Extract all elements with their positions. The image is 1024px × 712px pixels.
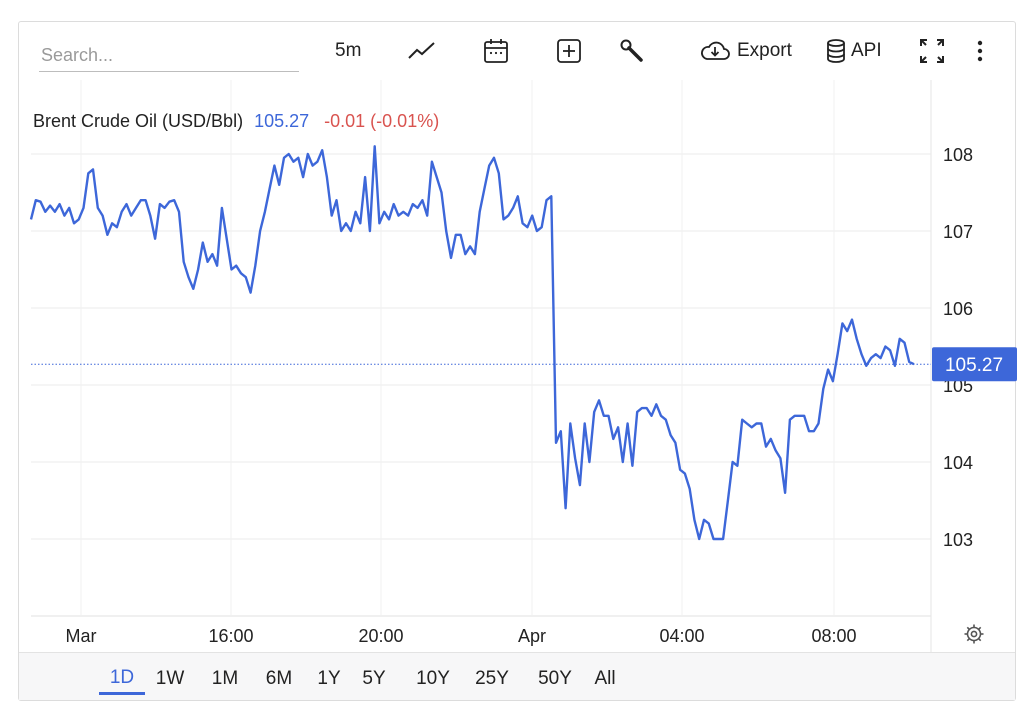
range-button-10y[interactable]: 10Y xyxy=(416,668,450,689)
range-button-all[interactable]: All xyxy=(594,668,616,689)
range-button-6m[interactable]: 6M xyxy=(265,668,293,689)
more-button[interactable] xyxy=(974,34,986,68)
x-tick-label: 04:00 xyxy=(659,626,704,646)
chart-widget: 5m xyxy=(18,21,1017,701)
y-tick-label: 107 xyxy=(943,222,973,242)
export-label: Export xyxy=(737,40,792,61)
x-tick-label: Mar xyxy=(66,626,97,646)
range-button-1m[interactable]: 1M xyxy=(211,668,239,689)
x-tick-label: 16:00 xyxy=(208,626,253,646)
last-price-tag: 105.27 xyxy=(932,347,1017,382)
plus-box-icon xyxy=(557,39,581,63)
calendar-icon xyxy=(484,39,508,63)
range-button-1y[interactable]: 1Y xyxy=(317,668,341,689)
series-line xyxy=(29,145,915,541)
x-tick-label: 20:00 xyxy=(358,626,403,646)
legend: Brent Crude Oil (USD/Bbl) 105.27 -0.01 (… xyxy=(33,111,439,131)
line-chart-icon xyxy=(408,42,435,59)
range-button-5y[interactable]: 5Y xyxy=(362,668,386,689)
chart-type-button[interactable] xyxy=(407,34,437,68)
x-tick-label: 08:00 xyxy=(811,626,856,646)
range-button-1w[interactable]: 1W xyxy=(155,668,185,689)
range-button-25y[interactable]: 25Y xyxy=(475,668,509,689)
more-vertical-icon xyxy=(977,40,983,62)
export-button[interactable]: Export xyxy=(699,34,792,68)
fullscreen-icon xyxy=(920,39,944,63)
date-range-button[interactable] xyxy=(483,34,509,68)
compare-button[interactable] xyxy=(556,34,582,68)
interval-label: 5m xyxy=(335,40,362,61)
settings-button[interactable] xyxy=(964,624,984,644)
legend-change: -0.01 (-0.01%) xyxy=(324,111,439,131)
api-label: API xyxy=(851,40,882,61)
gear-icon xyxy=(964,624,984,644)
y-tick-label: 106 xyxy=(943,299,973,319)
y-tick-label: 103 xyxy=(943,530,973,550)
search-input[interactable] xyxy=(39,40,299,72)
range-button-1d[interactable]: 1D xyxy=(99,663,145,695)
toolbar: 5m xyxy=(19,22,1017,80)
grid-lines xyxy=(31,80,931,617)
wrench-icon xyxy=(620,39,643,62)
range-selector: 1D 1W 1M 6M 1Y 5Y 10Y 25Y 50Y All xyxy=(19,652,1015,700)
database-icon xyxy=(827,39,845,63)
fullscreen-button[interactable] xyxy=(919,34,945,68)
tools-button[interactable] xyxy=(619,34,645,68)
y-tick-label: 104 xyxy=(943,453,973,473)
legend-price: 105.27 xyxy=(254,111,309,131)
legend-name: Brent Crude Oil (USD/Bbl) xyxy=(33,111,243,131)
range-button-50y[interactable]: 50Y xyxy=(538,668,572,689)
api-button[interactable]: API xyxy=(825,34,882,68)
svg-text:105.27: 105.27 xyxy=(945,355,1003,376)
y-tick-label: 108 xyxy=(943,145,973,165)
x-tick-label: Apr xyxy=(518,626,546,646)
cloud-download-icon xyxy=(701,41,730,60)
interval-button[interactable]: 5m xyxy=(335,34,361,68)
